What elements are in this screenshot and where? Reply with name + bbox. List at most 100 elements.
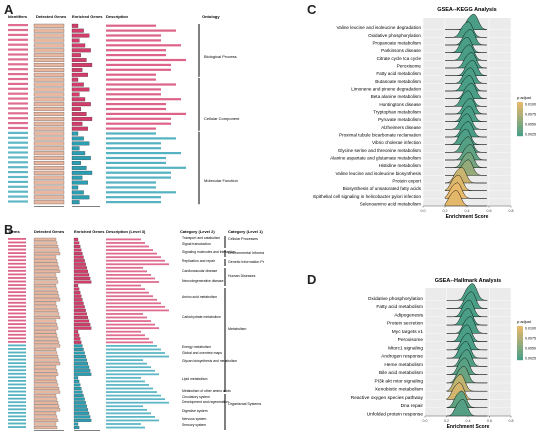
- panel-d-ridgeline-chart: GSEA--Hallmark Analysis Oxidative phospho…: [351, 278, 536, 430]
- legend-gradient-step: [517, 117, 523, 120]
- detected-bar: [33, 397, 58, 401]
- enriched-bar: [73, 255, 84, 259]
- enriched-bar: [73, 369, 91, 373]
- row-id-mark: [8, 97, 28, 100]
- enriched-bar: [73, 287, 80, 291]
- panel-a-header-ontology: Ontology: [202, 14, 220, 19]
- legend-gradient-step: [517, 115, 523, 118]
- desc-text-mark: [106, 34, 161, 37]
- category-label: Parkinsons disease: [381, 48, 421, 53]
- enriched-bar: [73, 426, 80, 430]
- category-label: Oxidative phosphorylation: [368, 296, 424, 302]
- enriched-bar: [73, 365, 90, 369]
- ridge-density: [445, 75, 487, 92]
- term-id-mark: [8, 255, 26, 258]
- term-id-mark: [8, 401, 26, 404]
- legend-tick-label: 0.0075: [525, 112, 536, 116]
- detected-bar: [33, 287, 58, 291]
- row-id-mark: [8, 48, 28, 51]
- detected-bar: [33, 347, 57, 351]
- desc-text-mark: [106, 284, 141, 287]
- category-label: PI3k akt mtor signaling: [374, 378, 423, 384]
- enriched-bar: [71, 102, 91, 107]
- panel-a-table: Identifiers Detected Genes Enriched Gene…: [8, 14, 240, 207]
- desc-text-mark: [106, 348, 161, 351]
- panel-b-header-detected: Detected Genes: [34, 229, 65, 234]
- enriched-bar: [73, 344, 83, 348]
- enriched-bar: [73, 262, 86, 266]
- x-axis-label: Enrichment Score: [447, 424, 490, 430]
- detected-bar: [33, 43, 65, 48]
- row-id-mark: [8, 126, 28, 130]
- desc-text-mark: [106, 316, 147, 319]
- panel-a-rows: [8, 23, 200, 207]
- legend-gradient-step: [517, 132, 523, 135]
- detected-bar: [33, 422, 57, 426]
- detected-bar: [33, 426, 58, 430]
- enriched-bar: [71, 156, 91, 161]
- category-level2-label: Energy metabolism: [182, 345, 211, 349]
- detected-bar: [33, 418, 59, 422]
- category-label: Huntingtons disease: [379, 102, 421, 107]
- legend-gradient-step: [517, 134, 523, 137]
- desc-text-mark: [106, 152, 181, 155]
- desc-text-mark: [106, 78, 156, 81]
- row-id-mark: [8, 53, 28, 56]
- category-label: Fatty acid metabolism: [376, 304, 423, 310]
- term-id-mark: [8, 330, 26, 333]
- enriched-bar: [73, 273, 90, 277]
- term-id-mark: [8, 309, 26, 311]
- detected-bar: [33, 112, 65, 116]
- desc-text-mark: [106, 49, 166, 52]
- term-id-mark: [8, 394, 26, 396]
- enriched-bar: [73, 418, 92, 422]
- category-level2-label: Signal transduction: [182, 242, 211, 246]
- enriched-bar: [71, 185, 79, 190]
- term-id-mark: [8, 372, 26, 375]
- detected-bar: [33, 404, 60, 408]
- desc-text-mark: [106, 426, 145, 429]
- panel-b-table: Terms Detected Genes Enriched Genes Desc…: [8, 229, 265, 431]
- legend-gradient-step: [517, 120, 523, 123]
- category-level2-label: Development and regeneration: [182, 400, 229, 404]
- desc-text-mark: [106, 58, 186, 62]
- detected-bar: [33, 48, 65, 53]
- legend-gradient-step: [517, 356, 523, 359]
- enriched-bar: [73, 347, 84, 351]
- enriched-bar: [73, 355, 86, 359]
- desc-text-mark: [106, 54, 166, 57]
- detected-bar: [33, 312, 60, 316]
- desc-text-mark: [106, 302, 161, 305]
- desc-text-mark: [106, 127, 156, 130]
- detected-bar: [33, 141, 65, 146]
- x-tick-label: 0.8: [509, 209, 514, 213]
- desc-text-mark: [106, 98, 181, 101]
- term-id-mark: [8, 340, 26, 343]
- detected-bar: [33, 315, 61, 320]
- category-label: Adipogenesis: [394, 312, 423, 318]
- detected-bar: [33, 340, 60, 344]
- legend-gradient-step: [517, 129, 523, 132]
- enriched-bar: [71, 92, 80, 97]
- ridge-density: [446, 308, 488, 326]
- detected-bar: [33, 259, 58, 263]
- category-label: Alanine aspartate and glutamate metaboli…: [330, 156, 421, 161]
- detected-bar: [33, 180, 65, 185]
- enriched-bar: [71, 170, 93, 175]
- term-id-mark: [8, 259, 26, 262]
- row-id-mark: [8, 175, 28, 179]
- desc-text-mark: [106, 63, 171, 66]
- desc-text-mark: [106, 161, 166, 164]
- detected-bar: [33, 355, 59, 359]
- term-id-mark: [8, 294, 26, 297]
- x-tick-label: 0.6: [487, 419, 492, 423]
- x-axis-label: Enrichment Score: [446, 214, 489, 220]
- ridge-density: [445, 144, 487, 161]
- detected-bar: [33, 58, 65, 63]
- detected-bar: [33, 33, 65, 38]
- desc-text-mark: [106, 156, 166, 160]
- legend-gradient-step: [517, 354, 523, 357]
- enriched-bar: [71, 33, 90, 38]
- legend-gradient-step: [517, 122, 523, 125]
- enriched-bar: [73, 241, 80, 245]
